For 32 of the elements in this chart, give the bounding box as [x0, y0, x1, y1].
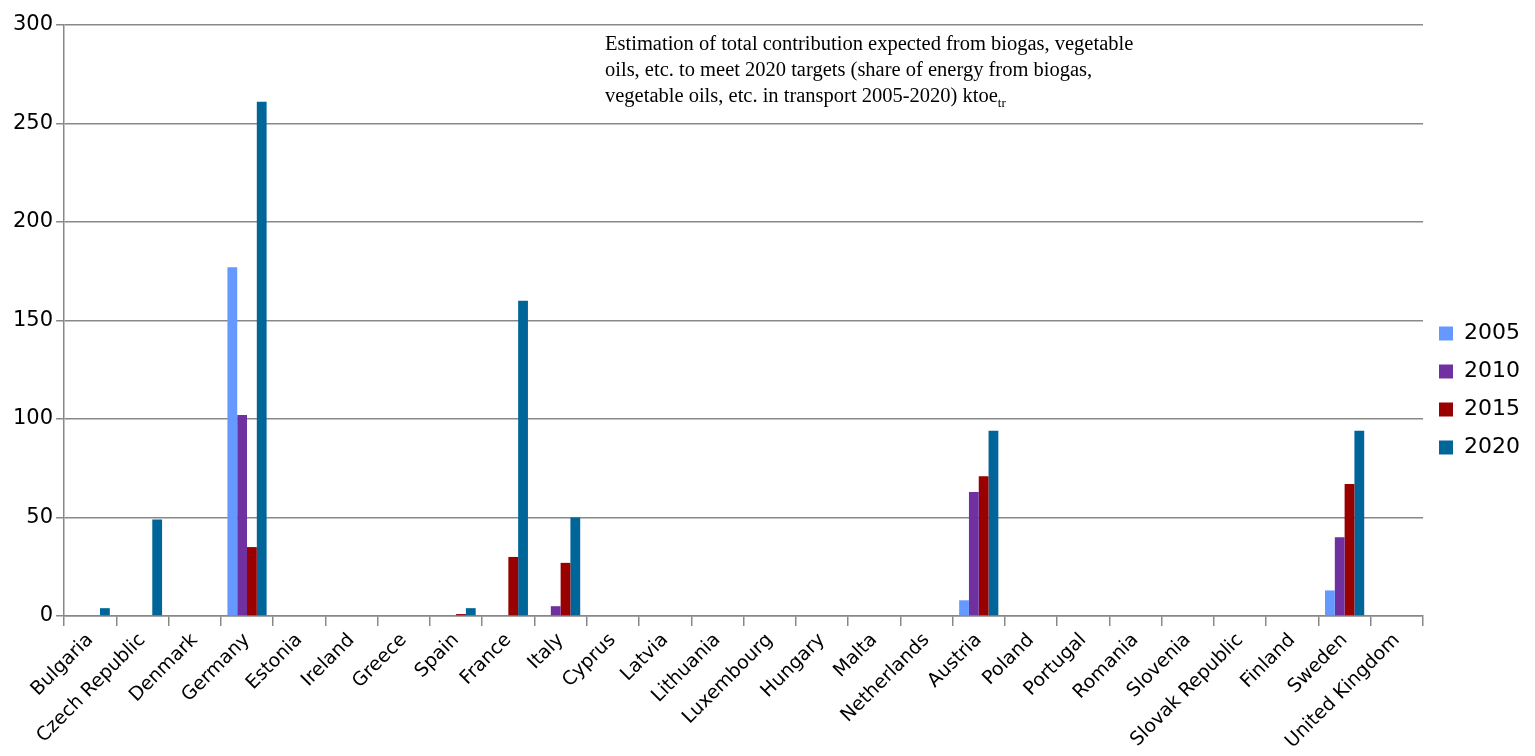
bar	[1344, 484, 1355, 616]
bar	[1334, 537, 1345, 616]
y-tick-label: 300	[12, 11, 54, 36]
legend-label: 2015	[1464, 395, 1521, 421]
bar	[1325, 590, 1335, 616]
bar	[152, 519, 163, 616]
bar	[959, 600, 969, 616]
bar	[570, 517, 581, 616]
text: Estimation of total contribution expected from biogas, vegetable oils, etc. to meet 2020 targets (share of energy from biogas, vegetable oils, etc. in transport 2005-2020) ktoe$_{tr}$	[605, 31, 1135, 113]
y-tick-label: 200	[12, 208, 54, 233]
bar	[465, 608, 476, 616]
legend-label: 2010	[1464, 357, 1521, 383]
bar	[1354, 430, 1365, 616]
bar	[247, 547, 257, 616]
bar	[256, 101, 267, 616]
bar	[968, 491, 979, 616]
bar	[508, 556, 519, 616]
bar	[237, 415, 248, 616]
bar	[100, 608, 110, 616]
y-tick-label: 50	[26, 503, 54, 528]
bar	[560, 562, 571, 616]
bar	[227, 267, 238, 616]
legend-label: 2020	[1464, 433, 1521, 459]
bar	[978, 476, 989, 616]
bar	[988, 430, 999, 616]
y-tick-label: 0	[39, 602, 54, 627]
y-tick-label: 250	[12, 109, 54, 134]
legend-label: 2005	[1464, 319, 1521, 345]
bar	[550, 606, 561, 616]
y-tick-label: 100	[12, 405, 54, 430]
bar	[518, 300, 528, 616]
y-tick-label: 150	[12, 306, 54, 331]
